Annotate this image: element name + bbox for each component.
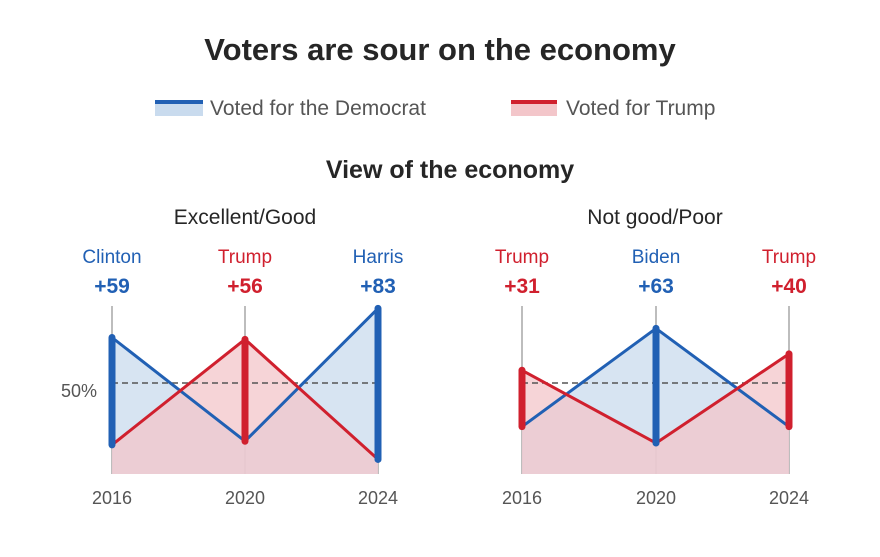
margin-label: +31 (504, 275, 540, 298)
legend-label-democrat: Voted for the Democrat (210, 97, 426, 120)
x-tick-label: 2024 (358, 488, 398, 508)
winner-label: Trump (218, 247, 272, 268)
margin-label: +40 (771, 275, 807, 298)
legend-label-trump: Voted for Trump (566, 97, 715, 120)
margin-label: +59 (94, 275, 130, 298)
winner-label: Biden (632, 247, 681, 268)
chart-title: Voters are sour on the economy (204, 32, 676, 67)
winner-label: Clinton (82, 247, 141, 268)
chart-panel-2: Not good/Poor Trump +31 Biden +63 Trump +40 201… (495, 206, 816, 508)
chart-panels: Excellent/Good Clinton +59 Trump +56 Harris +8… (82, 206, 816, 508)
panel-title: Excellent/Good (174, 206, 316, 229)
winner-label: Trump (495, 247, 549, 268)
legend-swatch-trump (511, 102, 557, 116)
panel-title: Not good/Poor (587, 206, 722, 229)
reference-line-label: 50% (61, 381, 97, 401)
x-tick-label: 2016 (502, 488, 542, 508)
x-tick-label: 2020 (636, 488, 676, 508)
x-tick-label: 2024 (769, 488, 809, 508)
chart-subtitle: View of the economy (326, 156, 574, 184)
margin-label: +63 (638, 275, 674, 298)
x-tick-label: 2016 (92, 488, 132, 508)
winner-label: Harris (353, 247, 404, 268)
margin-label: +83 (360, 275, 396, 298)
margin-label: +56 (227, 275, 263, 298)
area-trump (522, 353, 789, 474)
legend: Voted for the Democrat Voted for Trump (155, 97, 715, 120)
winner-label: Trump (762, 247, 816, 268)
chart-panel-1: Excellent/Good Clinton +59 Trump +56 Harris +8… (82, 206, 403, 508)
legend-swatch-democrat (155, 102, 203, 116)
x-tick-label: 2020 (225, 488, 265, 508)
